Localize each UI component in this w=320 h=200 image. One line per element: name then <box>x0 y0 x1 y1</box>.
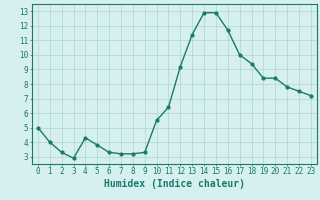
X-axis label: Humidex (Indice chaleur): Humidex (Indice chaleur) <box>104 179 245 189</box>
